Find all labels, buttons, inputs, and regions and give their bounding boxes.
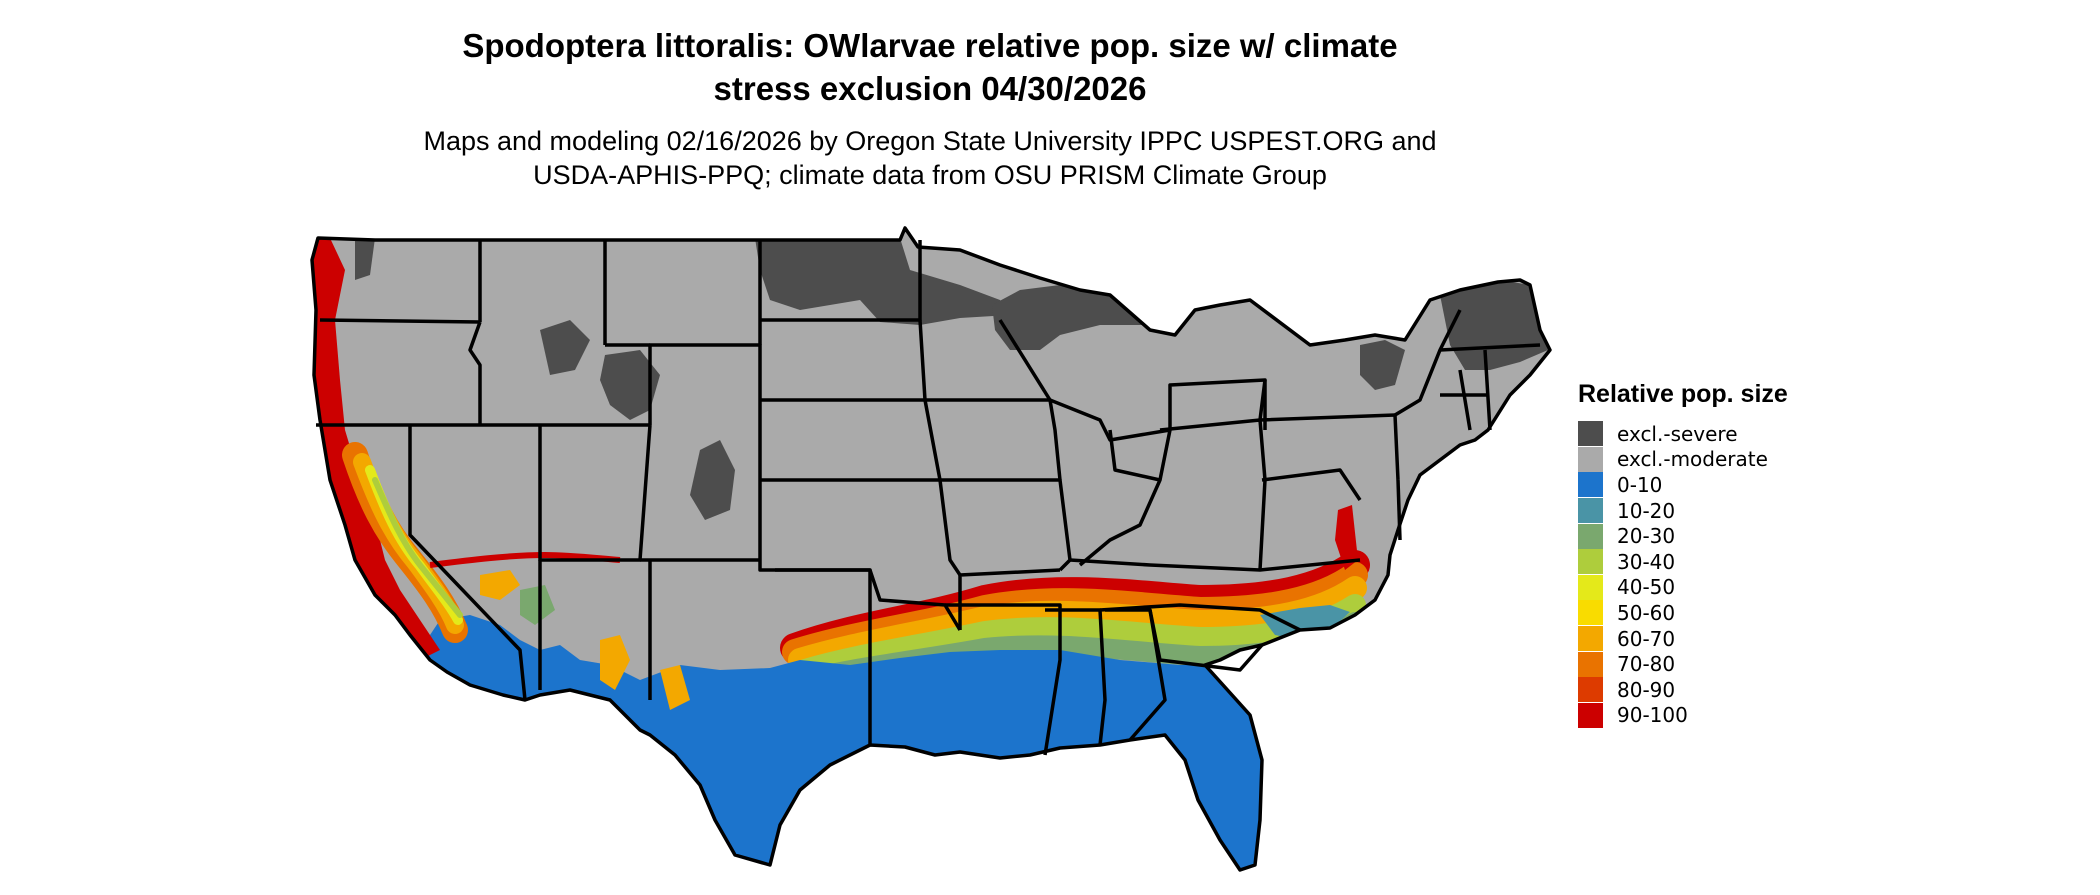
legend-swatch xyxy=(1578,472,1603,498)
map-title-line1: Spodoptera littoralis: OWlarvae relative… xyxy=(462,27,1398,64)
legend-item: excl.-severe xyxy=(1578,421,1788,447)
map-subtitle-line1: Maps and modeling 02/16/2026 by Oregon S… xyxy=(423,126,1437,156)
legend-label: excl.-moderate xyxy=(1617,447,1768,472)
map-subtitle: Maps and modeling 02/16/2026 by Oregon S… xyxy=(320,124,1540,192)
legend-label: 90-100 xyxy=(1617,703,1688,728)
legend-label: 80-90 xyxy=(1617,677,1676,702)
legend-swatch xyxy=(1578,549,1603,575)
legend-label: 70-80 xyxy=(1617,652,1676,677)
map-subtitle-line2: USDA-APHIS-PPQ; climate data from OSU PR… xyxy=(533,160,1327,190)
legend-label: 10-20 xyxy=(1617,498,1676,523)
legend-item: 50-60 xyxy=(1578,600,1788,626)
legend-item: 40-50 xyxy=(1578,574,1788,601)
legend-label: 50-60 xyxy=(1617,600,1676,625)
map-title: Spodoptera littoralis: OWlarvae relative… xyxy=(320,24,1540,110)
legend-swatch xyxy=(1578,574,1603,600)
map-legend: Relative pop. size excl.-severe excl.-mod… xyxy=(1578,380,1788,728)
legend-swatch xyxy=(1578,702,1603,728)
legend-swatch xyxy=(1578,600,1603,626)
legend-item: 0-10 xyxy=(1578,472,1788,498)
legend-item: 80-90 xyxy=(1578,677,1788,703)
legend-title: Relative pop. size xyxy=(1578,380,1788,408)
legend-swatch xyxy=(1578,651,1603,677)
legend-label: 30-40 xyxy=(1617,549,1676,574)
legend-item: excl.-moderate xyxy=(1578,446,1788,473)
legend-swatch xyxy=(1578,677,1603,703)
legend-label: 0-10 xyxy=(1617,472,1663,497)
legend-item: 10-20 xyxy=(1578,498,1788,524)
legend-item: 20-30 xyxy=(1578,523,1788,549)
legend-item: 30-40 xyxy=(1578,549,1788,575)
legend-items: excl.-severe excl.-moderate 0-10 10-20 20-30… xyxy=(1578,421,1788,728)
legend-swatch xyxy=(1578,626,1603,652)
legend-label: excl.-severe xyxy=(1617,421,1738,446)
legend-label: 60-70 xyxy=(1617,626,1676,651)
map-title-line2: stress exclusion 04/30/2026 xyxy=(713,70,1147,107)
legend-swatch xyxy=(1578,523,1603,549)
legend-label: 20-30 xyxy=(1617,524,1676,549)
legend-label: 40-50 xyxy=(1617,575,1676,600)
legend-swatch xyxy=(1578,421,1603,447)
legend-item: 60-70 xyxy=(1578,626,1788,652)
us-map xyxy=(310,226,1552,872)
legend-item: 70-80 xyxy=(1578,651,1788,677)
legend-swatch xyxy=(1578,498,1603,524)
legend-item: 90-100 xyxy=(1578,702,1788,729)
legend-swatch xyxy=(1578,446,1603,472)
